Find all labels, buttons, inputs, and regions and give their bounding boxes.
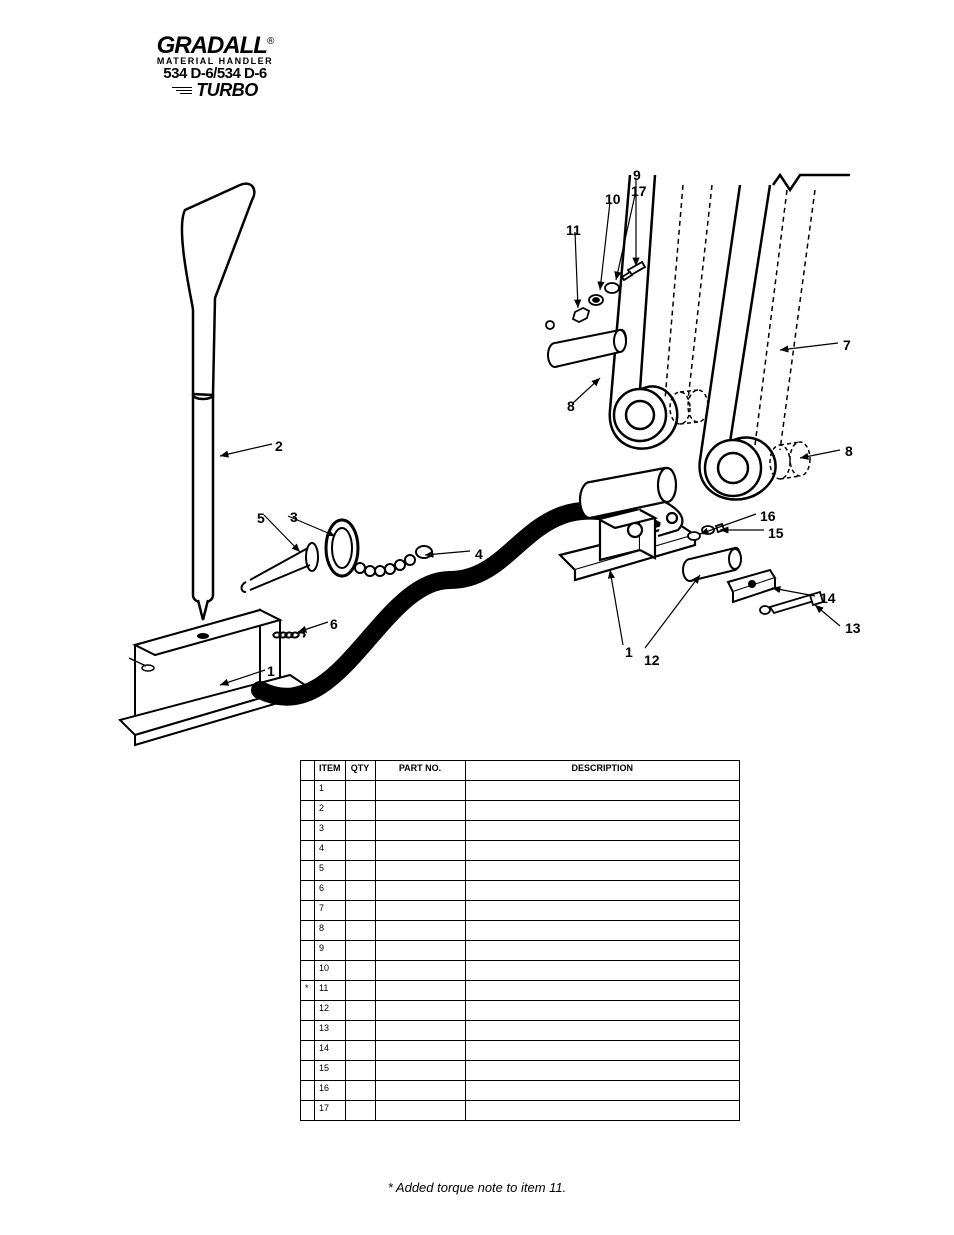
exploded-diagram: 1 1 2 3 4 5 6 7 8 8 9 10 11 12 13 14 15 … <box>80 150 900 750</box>
logo-brand: GRADALL® <box>115 35 315 57</box>
table-row: 4 <box>301 841 740 861</box>
table-row: 9 <box>301 941 740 961</box>
callout-16: 16 <box>760 508 776 524</box>
table-row: 17 <box>301 1101 740 1121</box>
callout-9: 9 <box>633 167 641 183</box>
table-row: *11 <box>301 981 740 1001</box>
logo-model: 534 D-6/534 D-6 <box>115 66 315 81</box>
callout-15: 15 <box>768 525 784 541</box>
callout-10: 10 <box>605 191 621 207</box>
callout-14: 14 <box>820 590 836 606</box>
table-row: 6 <box>301 881 740 901</box>
col-item: ITEM <box>315 761 346 781</box>
callout-11: 11 <box>566 222 581 238</box>
col-star <box>301 761 315 781</box>
callout-4: 4 <box>475 546 483 562</box>
callout-1b: 1 <box>625 644 633 660</box>
callout-17: 17 <box>631 183 647 199</box>
table-row: 8 <box>301 921 740 941</box>
table-row: 3 <box>301 821 740 841</box>
callout-12: 12 <box>644 652 660 668</box>
parts-table-body: 1 2 3 4 5 6 7 8 9 10 *11 12 13 14 15 16 … <box>301 781 740 1121</box>
logo-turbo: TURBO <box>115 81 315 99</box>
table-row: 5 <box>301 861 740 881</box>
table-row: 10 <box>301 961 740 981</box>
table-row: 12 <box>301 1001 740 1021</box>
callout-8b: 8 <box>845 443 853 459</box>
col-qty: QTY <box>345 761 375 781</box>
brand-logo: GRADALL® MATERIAL HANDLER 534 D-6/534 D-… <box>115 35 315 100</box>
callout-7: 7 <box>843 337 851 353</box>
callout-5: 5 <box>257 510 265 526</box>
callout-6: 6 <box>330 616 338 632</box>
table-row: 7 <box>301 901 740 921</box>
col-desc: DESCRIPTION <box>465 761 740 781</box>
callout-13: 13 <box>845 620 861 636</box>
callout-1: 1 <box>267 663 275 679</box>
table-row: 15 <box>301 1061 740 1081</box>
callout-2: 2 <box>275 438 283 454</box>
footnote: * Added torque note to item 11. <box>0 1180 954 1195</box>
col-part: PART NO. <box>375 761 465 781</box>
table-row: 13 <box>301 1021 740 1041</box>
table-row: 2 <box>301 801 740 821</box>
callout-3: 3 <box>290 509 298 525</box>
callout-8a: 8 <box>567 398 575 414</box>
table-row: 14 <box>301 1041 740 1061</box>
table-row: 16 <box>301 1081 740 1101</box>
parts-table: ITEM QTY PART NO. DESCRIPTION 1 2 3 4 5 … <box>300 760 740 1121</box>
table-row: 1 <box>301 781 740 801</box>
